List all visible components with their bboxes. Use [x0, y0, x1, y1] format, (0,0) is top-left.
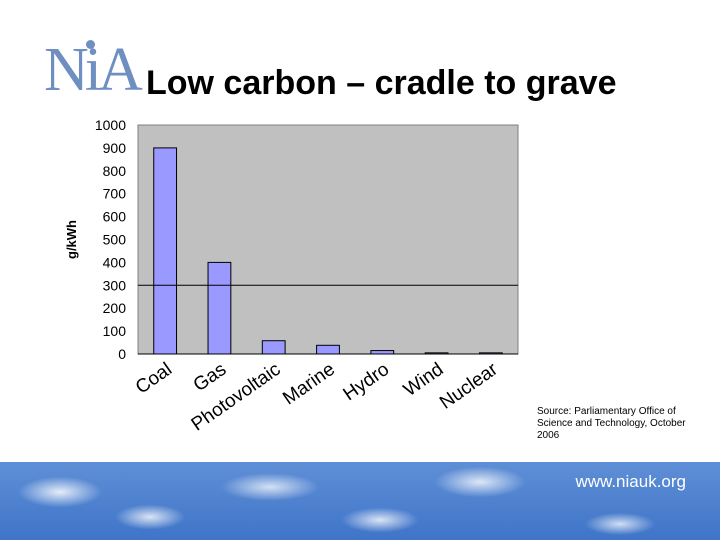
- y-tick-label: 800: [103, 163, 127, 179]
- nia-logo: NiA: [44, 36, 143, 104]
- footer-url: www.niauk.org: [575, 472, 686, 491]
- bar-coal: [153, 147, 178, 355]
- x-tick-label: Gas: [190, 359, 231, 396]
- y-tick-label: 300: [103, 277, 127, 293]
- y-tick-label: 500: [103, 232, 127, 248]
- page-title: Low carbon – cradle to grave: [146, 64, 617, 102]
- footer-banner: www.niauk.org: [0, 462, 720, 540]
- x-tick-label: Marine: [279, 359, 339, 410]
- bar-photovoltaic: [261, 340, 286, 355]
- bar-gas: [207, 261, 232, 355]
- y-tick-label: 200: [103, 300, 127, 316]
- y-tick-label: 400: [103, 254, 127, 270]
- plot-area: [137, 124, 519, 355]
- y-tick-label: 100: [103, 323, 127, 339]
- bar-hydro: [370, 350, 395, 355]
- y-axis-label: g/kWh: [64, 220, 79, 259]
- x-tick-label: Hydro: [340, 359, 394, 405]
- source-note: Source: Parliamentary Office of Science …: [537, 406, 686, 441]
- logo-text: NiA: [44, 36, 143, 104]
- y-tick-label: 900: [103, 140, 127, 156]
- y-tick-label: 0: [118, 346, 126, 362]
- logo-dot-icon: [86, 40, 95, 49]
- y-tick-label: 600: [103, 209, 127, 225]
- x-tick-label: Nuclear: [436, 359, 502, 414]
- bar-marine: [316, 344, 340, 355]
- y-tick-label: 1000: [95, 117, 126, 133]
- bar-chart: 0 100 200 300 400 500 600 700 800 900 1000 g/kWh Coa…: [64, 117, 519, 435]
- x-tick-label: Coal: [132, 359, 176, 399]
- y-tick-label: 700: [103, 186, 127, 202]
